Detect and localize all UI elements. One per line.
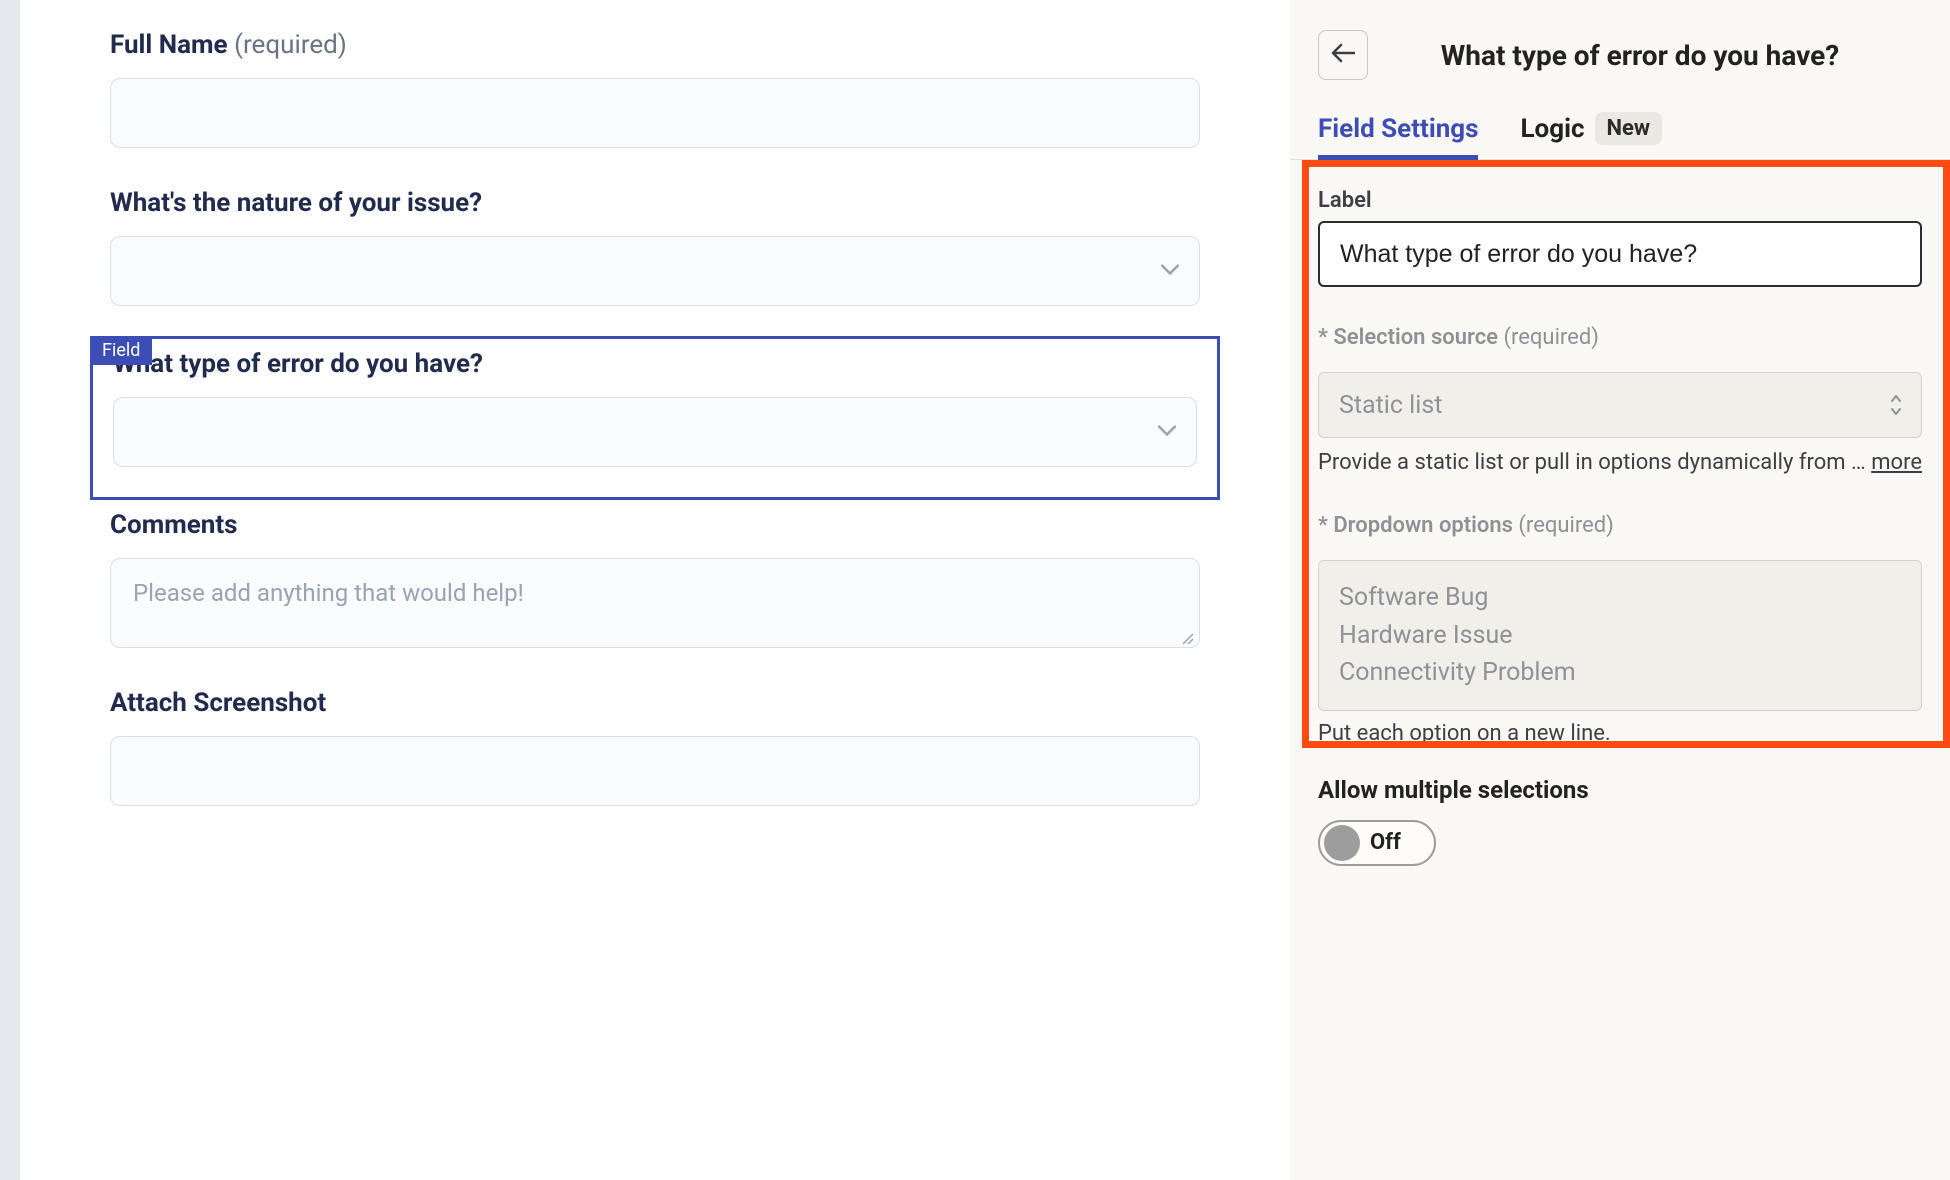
field-label: Full Name (required) — [110, 30, 1200, 60]
issue-nature-select[interactable] — [110, 236, 1200, 306]
field-label: Comments — [110, 510, 1200, 540]
select-value: Static list — [1339, 391, 1442, 420]
multi-select-heading: Allow multiple selections — [1318, 776, 1922, 804]
panel-body: Label * Selection source (required) Stat… — [1290, 160, 1950, 894]
heading-text: * Dropdown options — [1318, 513, 1513, 538]
option-line: Connectivity Problem — [1339, 654, 1901, 692]
field-full-name[interactable]: Full Name (required) — [90, 20, 1220, 178]
label-text: Comments — [110, 510, 238, 540]
panel-title: What type of error do you have? — [1388, 39, 1922, 72]
source-helper-row: Provide a static list or pull in options… — [1318, 450, 1922, 475]
helper-text: Provide a static list or pull in options… — [1318, 450, 1866, 475]
dropdown-options-textarea[interactable]: Software Bug Hardware Issue Connectivity… — [1318, 560, 1922, 711]
label-heading: Label — [1318, 188, 1922, 213]
full-name-input[interactable] — [110, 78, 1200, 148]
error-type-select[interactable] — [113, 397, 1197, 467]
field-label: Attach Screenshot — [110, 688, 1200, 718]
options-helper: Put each option on a new line. — [1318, 721, 1922, 746]
required-indicator: (required) — [234, 30, 347, 60]
screenshot-input[interactable] — [110, 736, 1200, 806]
label-text: Attach Screenshot — [110, 688, 326, 718]
dropdown-options-heading: * Dropdown options (required) — [1318, 513, 1922, 538]
field-label: What's the nature of your issue? — [110, 188, 1200, 218]
chevron-down-icon — [1158, 423, 1176, 442]
tab-label: Logic — [1520, 114, 1584, 144]
new-badge: New — [1595, 112, 1663, 145]
settings-panel: What type of error do you have? Field Se… — [1290, 0, 1950, 1180]
chevron-down-icon — [1161, 262, 1179, 281]
option-line: Software Bug — [1339, 579, 1901, 617]
panel-header: What type of error do you have? — [1290, 0, 1950, 102]
label-input[interactable] — [1318, 221, 1922, 287]
tab-logic[interactable]: Logic New — [1520, 112, 1662, 159]
label-text: What type of error do you have? — [113, 349, 483, 379]
panel-tabs: Field Settings Logic New — [1290, 102, 1950, 160]
field-error-type[interactable]: Field What type of error do you have? — [90, 336, 1220, 500]
field-issue-nature[interactable]: What's the nature of your issue? — [90, 178, 1220, 336]
heading-text: * Selection source — [1318, 325, 1498, 350]
label-text: Full Name — [110, 30, 228, 60]
more-link[interactable]: more — [1871, 450, 1922, 475]
arrow-left-icon — [1331, 43, 1355, 67]
field-label: What type of error do you have? — [113, 349, 1197, 379]
comments-textarea[interactable]: Please add anything that would help! — [110, 558, 1200, 648]
label-text: What's the nature of your issue? — [110, 188, 482, 218]
resize-handle-icon[interactable] — [1182, 630, 1194, 642]
multi-select-toggle[interactable]: Off — [1318, 820, 1436, 866]
required-indicator: (required) — [1503, 325, 1598, 350]
option-line: Hardware Issue — [1339, 617, 1901, 655]
selection-source-heading: * Selection source (required) — [1318, 325, 1922, 350]
tab-label: Field Settings — [1318, 114, 1478, 144]
selection-source-select[interactable]: Static list — [1318, 372, 1922, 438]
field-screenshot[interactable]: Attach Screenshot — [90, 678, 1220, 836]
tab-field-settings[interactable]: Field Settings — [1318, 112, 1478, 159]
required-indicator: (required) — [1518, 513, 1613, 538]
toggle-state: Off — [1370, 830, 1401, 855]
form-canvas: Full Name (required) What's the nature o… — [20, 0, 1290, 1180]
left-rail — [0, 0, 20, 1180]
field-comments[interactable]: Comments Please add anything that would … — [90, 500, 1220, 678]
field-tag: Field — [90, 336, 152, 365]
sort-icon — [1889, 394, 1903, 416]
toggle-knob — [1324, 825, 1360, 861]
back-button[interactable] — [1318, 30, 1368, 80]
